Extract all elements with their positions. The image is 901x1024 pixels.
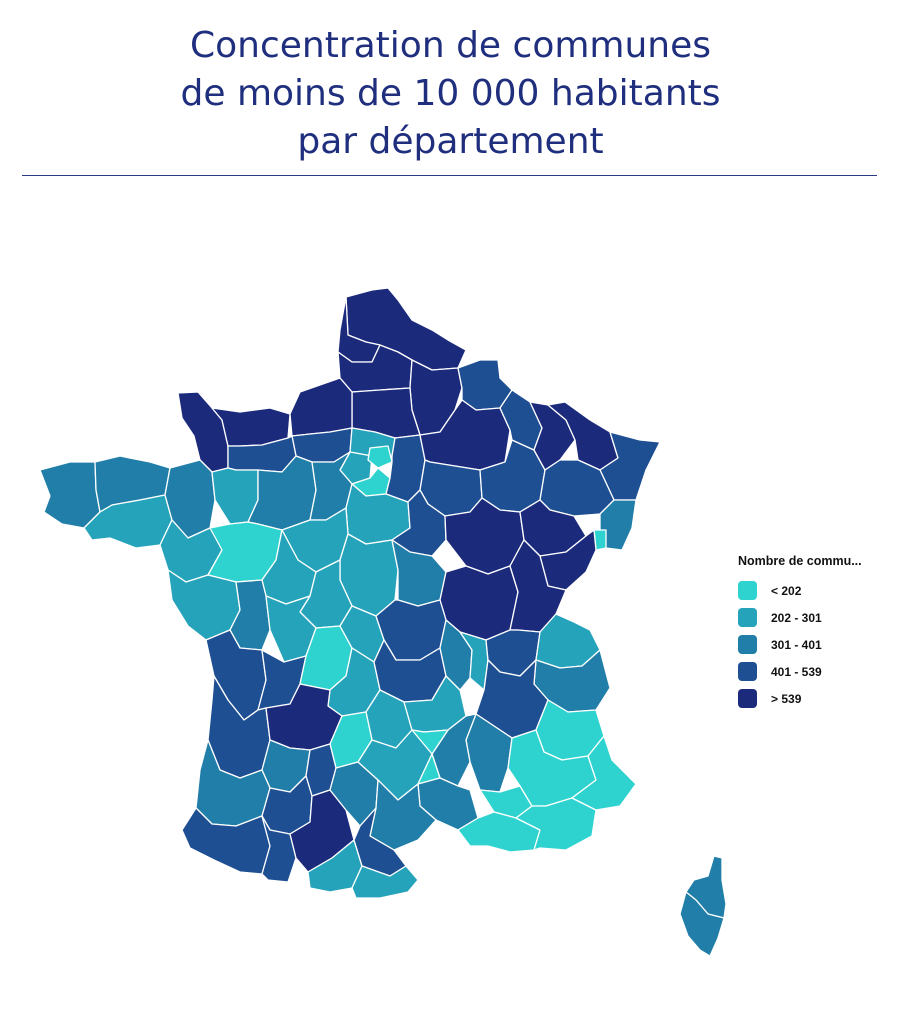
department-manche[interactable] <box>177 391 229 473</box>
map-legend: Nombre de commu... < 202 202 - 301 301 - 4… <box>738 554 888 712</box>
legend-swatch <box>738 662 757 681</box>
legend-title: Nombre de commu... <box>738 554 862 568</box>
legend-item[interactable]: 401 - 539 <box>738 658 888 685</box>
legend-item[interactable]: 301 - 401 <box>738 631 888 658</box>
legend-swatch <box>738 635 757 654</box>
department-finistere[interactable] <box>39 461 101 529</box>
map-title-line-1: Concentration de communes <box>189 25 712 66</box>
map-title: Concentration de communes de moins de 10… <box>0 22 901 166</box>
title-divider <box>22 175 877 176</box>
legend-item[interactable]: > 539 <box>738 685 888 712</box>
legend-swatch <box>738 581 757 600</box>
department-paris-petite-couronne[interactable] <box>367 445 393 469</box>
legend-items: < 202 202 - 301 301 - 401 401 - 539 > 539 <box>738 577 888 712</box>
department-hautes-pyrenees[interactable] <box>261 815 297 883</box>
department-yonne[interactable] <box>391 489 447 557</box>
legend-item[interactable]: 202 - 301 <box>738 604 888 631</box>
legend-swatch <box>738 608 757 627</box>
department-seine-maritime[interactable] <box>289 377 353 437</box>
department-corse-du-sud[interactable] <box>679 891 725 957</box>
legend-label: < 202 <box>771 583 802 598</box>
department-lozere[interactable] <box>411 729 449 785</box>
department-vendee[interactable] <box>167 569 241 641</box>
department-pyrenees-orientales[interactable] <box>351 865 419 899</box>
map-title-line-2: de moins de 10 000 habitants <box>180 73 721 114</box>
department-alpes-maritimes[interactable] <box>571 735 637 811</box>
legend-swatch <box>738 689 757 708</box>
department-haute-garonne[interactable] <box>289 789 355 873</box>
legend-label: > 539 <box>771 691 802 706</box>
legend-label: 401 - 539 <box>771 664 822 679</box>
legend-label: 301 - 401 <box>771 637 822 652</box>
department-haut-rhin[interactable] <box>599 499 637 551</box>
department-var[interactable] <box>515 797 597 851</box>
legend-label: 202 - 301 <box>771 610 822 625</box>
legend-item[interactable]: < 202 <box>738 577 888 604</box>
map-title-line-3: par département <box>297 121 604 162</box>
